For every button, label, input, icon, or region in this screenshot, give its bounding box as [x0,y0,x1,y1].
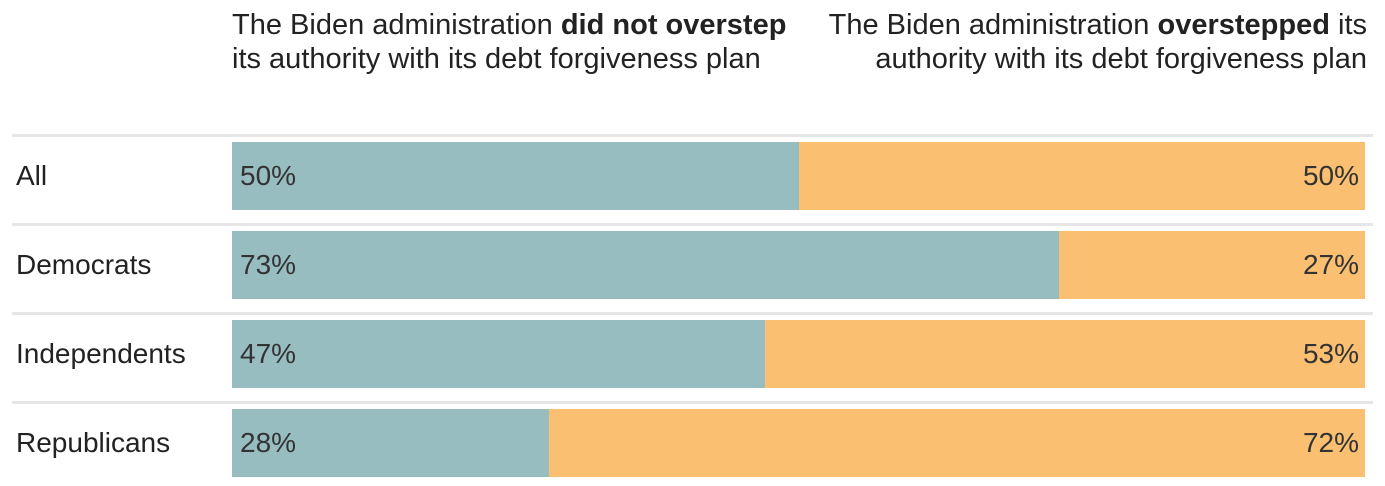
legend-overstepped: The Biden administration overstepped its… [807,8,1367,76]
legend-left-post: its authority with its debt forgiveness … [232,43,761,75]
category-label: Independents [16,338,186,369]
legend-right-pre: The Biden administration [828,9,1158,41]
bar-segment-did-not-overstep [232,231,1060,299]
bar-segment-overstepped [1059,231,1365,299]
value-label-did-not-overstep: 47% [240,338,297,369]
category-label: Democrats [16,249,152,280]
bar-segment-overstepped [764,320,1365,388]
row-separator [12,401,1373,404]
legend-right-bold: overstepped [1157,9,1330,41]
bar-segment-overstepped [549,409,1365,477]
bar-row: 50% 50% [232,142,1365,210]
row-separator [12,134,1373,137]
category-label: Republicans [16,427,171,458]
legend-left-pre: The Biden administration [232,9,561,41]
category-label: All [16,160,48,191]
legend-left-bold: did not overstep [560,9,787,41]
bar-row: 47% 53% [232,320,1365,388]
bar-segment-did-not-overstep [232,142,799,210]
value-label-did-not-overstep: 50% [240,160,297,191]
bar-row: 73% 27% [232,231,1365,299]
value-label-overstepped: 72% [1302,427,1359,458]
legend-right-post: its authority with its debt forgiveness … [875,9,1367,75]
value-label-overstepped: 50% [1302,160,1359,191]
bar-segment-did-not-overstep [232,409,550,477]
legend-did-not-overstep: The Biden administration did not overste… [232,8,792,76]
bar-row: 28% 72% [232,409,1365,477]
value-label-did-not-overstep: 73% [240,249,297,280]
value-label-did-not-overstep: 28% [240,427,297,458]
value-label-overstepped: 53% [1302,338,1359,369]
row-separator [12,223,1373,226]
bar-segment-overstepped [798,142,1365,210]
value-label-overstepped: 27% [1302,249,1359,280]
bar-segment-did-not-overstep [232,320,765,388]
row-separator [12,312,1373,315]
